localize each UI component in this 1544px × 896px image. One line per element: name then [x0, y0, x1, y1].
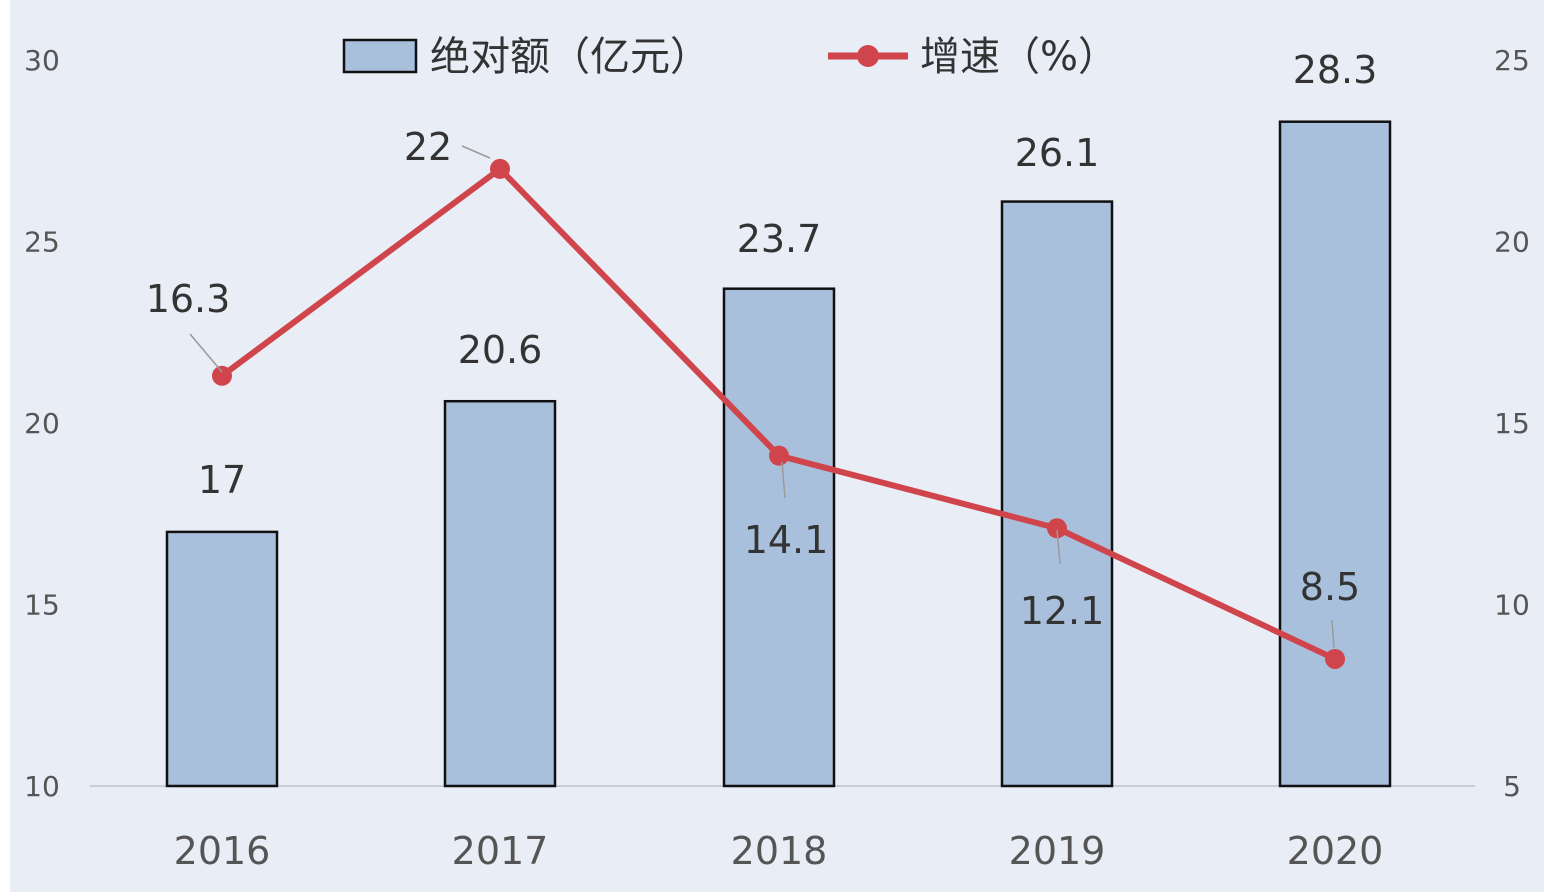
bar: [1000, 200, 1114, 788]
label-leader-line: [1331, 619, 1335, 649]
y-left-tick-label: 25: [24, 226, 60, 259]
y-left-tick-label: 15: [24, 589, 60, 622]
x-tick-label: 2020: [1287, 829, 1384, 873]
line-marker: [1325, 648, 1345, 669]
y-right-tick-label: 15: [1494, 407, 1530, 440]
y-right-tick-label: 10: [1494, 589, 1530, 622]
line-marker: [769, 445, 789, 466]
y-right-tick-label: 5: [1503, 770, 1521, 803]
bar: [165, 530, 279, 788]
bar: [443, 399, 557, 788]
legend-line-marker: [857, 45, 879, 67]
line-data-label: 12.1: [1020, 589, 1105, 633]
legend-bar-label: 绝对额（亿元）: [430, 34, 710, 80]
bar-data-label: 23.7: [737, 217, 822, 261]
x-tick-label: 2018: [731, 829, 828, 873]
legend-line-label: 增速（%）: [920, 34, 1118, 80]
legend-bar-swatch: [342, 38, 418, 74]
line-data-label: 8.5: [1300, 565, 1360, 609]
bar-data-label: 17: [198, 458, 246, 502]
line-marker: [212, 365, 232, 386]
y-left-tick-label: 20: [24, 407, 60, 440]
y-left-tick-label: 30: [24, 44, 60, 77]
label-leader-line: [461, 145, 491, 159]
bar-data-label: 20.6: [458, 328, 543, 372]
label-leader-line: [189, 333, 223, 373]
x-tick-label: 2017: [452, 829, 549, 873]
line-data-label: 22: [404, 125, 452, 169]
y-left-tick-label: 10: [24, 770, 60, 803]
line-data-label: 14.1: [744, 518, 829, 562]
x-tick-label: 2016: [174, 829, 271, 873]
label-leader-line: [1056, 529, 1061, 565]
x-tick-label: 2019: [1009, 829, 1106, 873]
bar-data-label: 28.3: [1293, 48, 1378, 92]
bar: [722, 287, 836, 788]
line-marker: [490, 158, 510, 179]
bar: [1278, 120, 1392, 788]
y-right-tick-label: 20: [1494, 226, 1530, 259]
bar-data-label: 26.1: [1015, 131, 1100, 175]
line-marker: [1047, 518, 1067, 539]
label-leader-line: [781, 461, 786, 499]
line-data-label: 16.3: [146, 277, 231, 321]
y-right-tick-label: 25: [1494, 44, 1530, 77]
